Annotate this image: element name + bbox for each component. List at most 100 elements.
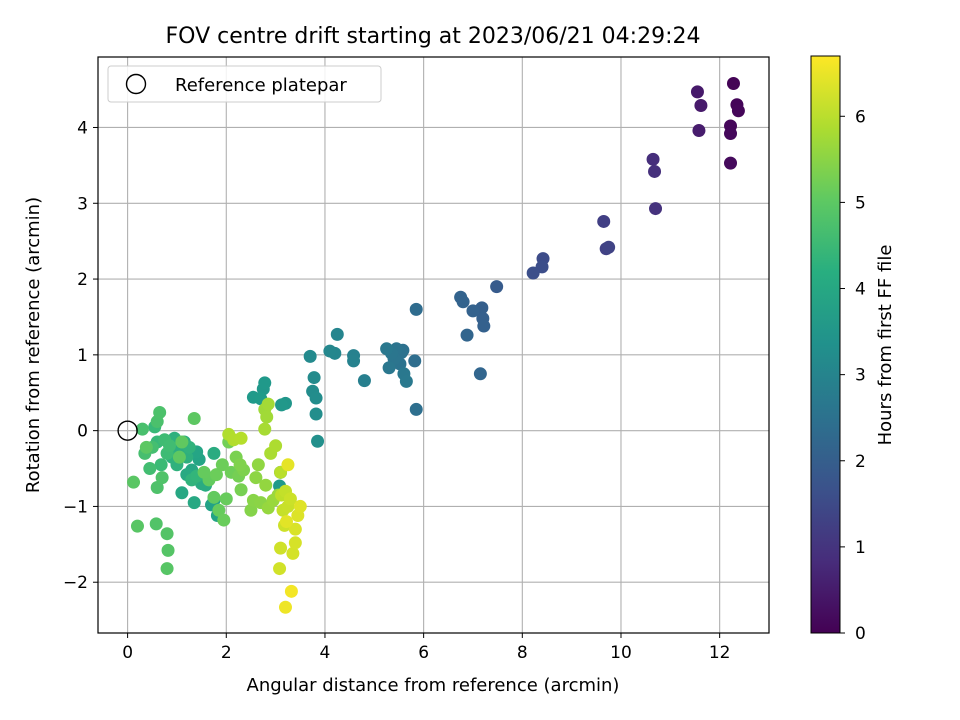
data-point: [380, 342, 394, 356]
data-point: [244, 503, 258, 517]
data-point: [215, 458, 229, 472]
colorbar-tick-label: 5: [855, 193, 866, 213]
x-tick-label: 10: [610, 643, 632, 663]
y-tick-label: −1: [63, 497, 88, 517]
data-point: [258, 376, 272, 390]
data-point: [219, 492, 233, 506]
data-point: [150, 480, 164, 494]
data-point: [724, 156, 738, 170]
data-point: [347, 354, 361, 368]
chart-title: FOV centre drift starting at 2023/06/21 …: [166, 24, 701, 49]
legend-entry-label: Reference platepar: [175, 75, 347, 96]
colorbar-ticks: 0 1 2 3 4 5 6: [840, 107, 866, 644]
data-point: [409, 402, 423, 416]
data-point: [153, 405, 167, 419]
data-point: [466, 304, 480, 318]
plot-frame: [97, 56, 770, 634]
data-point: [275, 398, 289, 412]
data-point: [303, 349, 317, 363]
data-point: [259, 478, 273, 492]
data-point: [409, 302, 423, 316]
data-point: [197, 465, 211, 479]
y-tick-label: 2: [77, 270, 88, 290]
data-point: [646, 152, 660, 166]
data-point: [288, 536, 302, 550]
data-point: [731, 104, 745, 118]
data-point: [251, 458, 265, 472]
x-tick-label: 0: [122, 643, 133, 663]
data-point: [273, 562, 287, 576]
grid-lines: [98, 57, 769, 633]
data-point: [330, 327, 344, 341]
colorbar: 0 1 2 3 4 5 6 Hours from first FF file: [810, 55, 896, 644]
data-point: [690, 85, 704, 99]
data-point: [278, 600, 292, 614]
data-point: [694, 99, 708, 113]
colorbar-tick-label: 3: [855, 366, 866, 386]
y-tick-label: 4: [77, 118, 88, 138]
data-point: [155, 471, 169, 485]
reference-platepar-marker: [117, 420, 138, 441]
data-point: [249, 471, 263, 485]
data-point: [399, 374, 413, 388]
y-axis: −2 −1 0 1 2 3 4: [63, 118, 98, 593]
x-tick-label: 6: [418, 643, 429, 663]
data-point: [283, 492, 297, 506]
data-point: [161, 543, 175, 557]
data-point: [382, 361, 396, 375]
data-point: [172, 450, 186, 464]
legend-box: [107, 65, 382, 103]
data-point: [234, 431, 248, 445]
data-point: [258, 422, 272, 436]
data-point: [207, 446, 221, 460]
data-point: [175, 486, 189, 500]
data-point: [408, 354, 422, 368]
data-point: [473, 367, 487, 381]
colorbar-tick-label: 1: [855, 538, 866, 558]
y-tick-label: −2: [63, 573, 88, 593]
data-point: [279, 515, 293, 529]
data-point: [309, 391, 323, 405]
data-point: [649, 202, 663, 216]
data-point: [135, 422, 149, 436]
x-tick-label: 4: [320, 643, 331, 663]
colorbar-tick-label: 6: [855, 107, 866, 127]
data-point: [217, 513, 231, 527]
legend: Reference platepar: [107, 65, 382, 103]
data-point: [187, 496, 201, 510]
data-point: [357, 374, 371, 388]
data-point: [274, 541, 288, 555]
x-tick-label: 8: [517, 643, 528, 663]
data-point: [127, 475, 141, 489]
colorbar-tick-label: 0: [855, 624, 866, 644]
data-point: [207, 490, 221, 504]
data-point: [130, 519, 144, 533]
data-point: [143, 462, 157, 476]
legend-reference-marker: [125, 73, 147, 95]
data-point: [597, 214, 611, 228]
data-point: [160, 562, 174, 576]
x-tick-label: 2: [221, 643, 232, 663]
data-point: [724, 127, 738, 141]
x-axis: 0 2 4 6 8 10 12: [122, 633, 730, 663]
data-point: [209, 468, 223, 482]
data-point: [139, 440, 153, 454]
data-point: [456, 295, 470, 309]
data-point: [281, 458, 295, 472]
colorbar-tick-label: 2: [855, 452, 866, 472]
data-point: [692, 124, 706, 138]
data-point: [490, 280, 504, 294]
colorbar-tick-label: 4: [855, 280, 866, 300]
data-point: [286, 546, 300, 560]
data-point: [269, 439, 283, 453]
data-point: [602, 240, 616, 254]
data-point: [477, 319, 491, 333]
data-point: [187, 412, 201, 426]
data-point: [288, 522, 302, 536]
data-point: [648, 164, 662, 178]
data-point: [212, 503, 226, 517]
data-point: [293, 499, 307, 513]
y-axis-label: Rotation from reference (arcmin): [23, 197, 44, 493]
data-point: [160, 527, 174, 541]
